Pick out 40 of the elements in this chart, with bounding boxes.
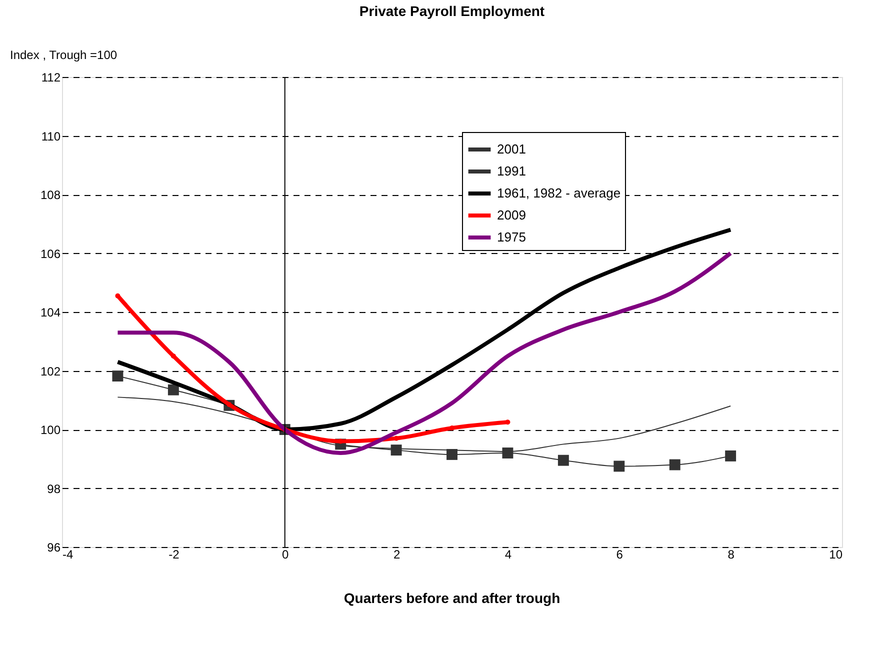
x-tick-label: -2 xyxy=(168,548,180,562)
y-tick-label: 106 xyxy=(40,246,61,261)
point xyxy=(115,293,120,298)
point xyxy=(112,370,124,382)
point xyxy=(168,384,179,396)
point xyxy=(614,460,625,472)
x-tick-label: 0 xyxy=(282,548,290,562)
y-axis-title: Index , Trough =100 xyxy=(10,48,118,62)
point xyxy=(502,448,514,458)
point xyxy=(446,448,458,460)
legend-label: 2001 xyxy=(497,142,526,156)
legend-label: 1991 xyxy=(497,164,526,178)
y-tick-label: 100 xyxy=(40,423,61,437)
point xyxy=(170,354,176,359)
point xyxy=(558,454,569,466)
point xyxy=(669,459,680,470)
chart-title: Private Payroll Employment xyxy=(359,3,545,19)
y-tick-label: 112 xyxy=(41,70,61,84)
x-axis-title: Quarters before and after trough xyxy=(344,590,560,606)
y-tick-label: 108 xyxy=(40,188,61,202)
point xyxy=(390,444,402,456)
legend-label: 1961, 1982 - average xyxy=(497,186,621,200)
point xyxy=(725,450,736,462)
x-tick-label: 4 xyxy=(504,548,512,562)
point xyxy=(450,426,454,431)
legend-label: 2009 xyxy=(497,208,526,222)
y-tick-label: 110 xyxy=(41,129,61,144)
x-tick-label: 6 xyxy=(616,548,624,562)
x-tick-label: 2 xyxy=(393,548,400,562)
y-tick-label: 104 xyxy=(40,306,61,320)
y-tick-label: 96 xyxy=(47,540,61,554)
x-tick-label: 8 xyxy=(728,548,735,562)
y-tick-label: 98 xyxy=(47,482,61,496)
legend-label: 1975 xyxy=(497,230,526,244)
y-tick-label: 102 xyxy=(40,364,61,378)
x-tick-label: -4 xyxy=(62,548,74,562)
point xyxy=(394,436,399,441)
line-series xyxy=(116,251,733,455)
x-tick-label: 10 xyxy=(829,548,843,562)
point xyxy=(505,420,510,425)
